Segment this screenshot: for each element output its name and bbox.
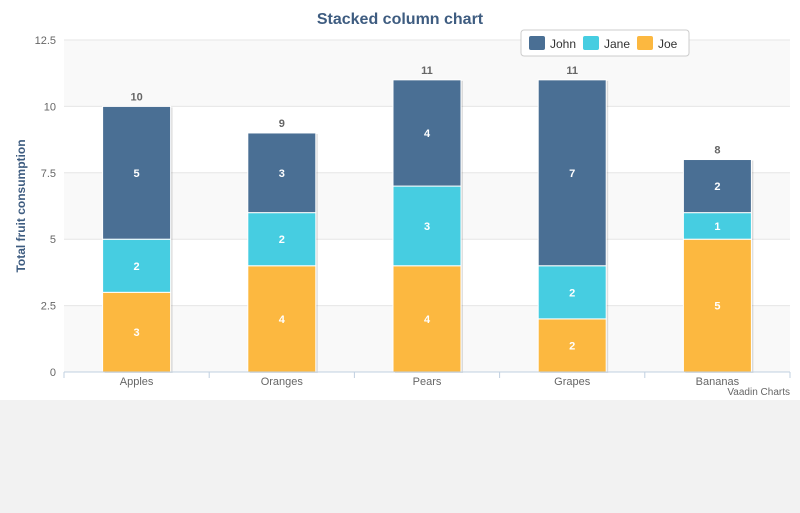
bar-segment-jane[interactable] bbox=[102, 238, 172, 293]
x-category-label: Bananas bbox=[696, 376, 740, 388]
y-axis-ticks: 0 2.5 5 7.5 10 12.5 bbox=[35, 35, 56, 379]
data-label: 4 bbox=[424, 128, 431, 140]
data-label: 2 bbox=[714, 181, 720, 193]
chart-title: Stacked column chart bbox=[317, 11, 484, 28]
data-label: 2 bbox=[279, 234, 285, 246]
data-label: 5 bbox=[714, 301, 720, 313]
y-tick-label: 5 bbox=[50, 234, 56, 246]
bar-segment-john[interactable] bbox=[537, 79, 607, 267]
legend-item-jane[interactable]: Jane bbox=[583, 36, 630, 51]
data-label: 2 bbox=[569, 340, 575, 352]
x-category-label: Pears bbox=[413, 376, 442, 388]
data-label: 5 bbox=[134, 168, 140, 180]
x-category-label: Grapes bbox=[554, 376, 591, 388]
legend: John Jane Joe bbox=[520, 29, 690, 57]
legend-item-joe[interactable]: Joe bbox=[637, 36, 678, 51]
y-axis-title: Total fruit consumption bbox=[14, 139, 28, 272]
bar-segment-joe[interactable] bbox=[537, 318, 607, 373]
data-label: 1 bbox=[714, 221, 720, 233]
bar-segment-joe[interactable] bbox=[392, 265, 462, 373]
y-tick-label: 7.5 bbox=[41, 168, 56, 180]
bar-segment-john[interactable] bbox=[247, 132, 317, 214]
stack-total-label: 9 bbox=[279, 118, 285, 130]
bar-segment-jane[interactable] bbox=[392, 185, 462, 267]
data-label: 4 bbox=[424, 314, 431, 326]
stack-total-label: 8 bbox=[714, 145, 720, 157]
legend-label: Jane bbox=[604, 37, 630, 51]
credits-text[interactable]: Vaadin Charts bbox=[727, 387, 790, 398]
legend-swatch bbox=[583, 36, 599, 50]
legend-label: Joe bbox=[658, 37, 678, 51]
y-tick-label: 0 bbox=[50, 367, 56, 379]
y-tick-label: 12.5 bbox=[35, 35, 56, 47]
y-tick-label: 2.5 bbox=[41, 301, 56, 313]
y-tick-label: 10 bbox=[44, 101, 56, 113]
x-category-label: Apples bbox=[120, 376, 154, 388]
chart-area: Stacked column chart Total fruit consump… bbox=[0, 0, 800, 400]
legend-item-john[interactable]: John bbox=[529, 36, 576, 51]
x-category-label: Oranges bbox=[261, 376, 304, 388]
bar-segment-joe[interactable] bbox=[682, 238, 752, 373]
bar-segment-john[interactable] bbox=[102, 105, 172, 240]
data-label: 4 bbox=[279, 314, 286, 326]
data-label: 3 bbox=[279, 168, 285, 180]
data-label: 2 bbox=[569, 287, 575, 299]
stacked-column-chart: Stacked column chart Total fruit consump… bbox=[14, 11, 791, 398]
stack-total-label: 10 bbox=[130, 91, 142, 103]
bar-segment-jane[interactable] bbox=[537, 265, 607, 320]
stack-total-label: 11 bbox=[421, 65, 433, 77]
data-label: 2 bbox=[134, 261, 140, 273]
legend-label: John bbox=[550, 37, 576, 51]
data-label: 3 bbox=[424, 221, 430, 233]
stack-total-label: 11 bbox=[566, 65, 578, 77]
bar-segment-john[interactable] bbox=[392, 79, 462, 187]
bar-segment-john[interactable] bbox=[682, 159, 752, 214]
bar-segment-jane[interactable] bbox=[682, 212, 752, 240]
data-label: 7 bbox=[569, 168, 575, 180]
x-axis: Apples Oranges Pears Grapes Bananas bbox=[63, 371, 791, 388]
data-label: 3 bbox=[134, 327, 140, 339]
legend-swatch bbox=[529, 36, 545, 50]
legend-swatch bbox=[637, 36, 653, 50]
bars: 3 2 5 10 4 2 3 9 4 3 4 11 2 2 7 11 5 1 2 8 bbox=[102, 65, 754, 374]
